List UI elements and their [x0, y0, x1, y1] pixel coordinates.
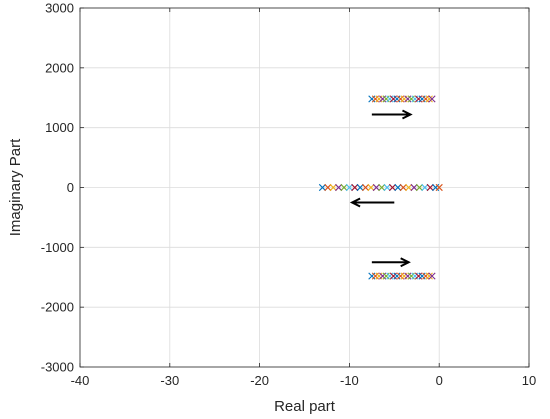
pole-marker [410, 183, 418, 192]
y-tick-label: -3000 [41, 360, 74, 375]
pole-marker [425, 272, 433, 280]
direction-arrow [371, 109, 413, 120]
pole-marker [388, 183, 397, 192]
y-tick-label: 0 [67, 180, 74, 195]
direction-arrow [371, 257, 411, 268]
y-tick-label: 2000 [45, 60, 74, 75]
pole-markers [318, 95, 443, 280]
pole-marker [378, 183, 386, 192]
y-axis-label: Imaginary Part [7, 138, 24, 236]
pole-marker [435, 183, 443, 192]
pole-marker [345, 183, 353, 192]
pole-marker [318, 183, 327, 192]
trend-arrows [349, 109, 413, 268]
pole-marker [340, 183, 348, 192]
pole-marker [351, 183, 359, 192]
y-tick-label: 1000 [45, 120, 74, 135]
x-tick-label: -40 [71, 373, 90, 388]
pole-marker [394, 183, 402, 192]
direction-arrow [349, 197, 395, 208]
y-tick-label: -2000 [41, 300, 74, 315]
pole-marker [421, 183, 429, 192]
x-axis-label: Real part [274, 398, 336, 415]
x-tick-label: 0 [436, 373, 443, 388]
pole-marker [367, 183, 375, 192]
x-tick-label: -20 [250, 373, 269, 388]
pole-marker [428, 272, 436, 280]
pole-marker [425, 95, 433, 103]
pole-marker [405, 183, 413, 192]
pole-marker [372, 183, 380, 192]
pole-marker [335, 183, 343, 192]
pole-marker [399, 183, 407, 192]
pole-marker [428, 95, 436, 103]
y-tick-label: -1000 [41, 240, 74, 255]
pole-marker [415, 183, 424, 192]
pole-marker [426, 183, 434, 192]
pole-marker [383, 183, 391, 192]
pole-marker [356, 183, 364, 192]
x-tick-label: -30 [160, 373, 179, 388]
y-tick-label: 3000 [45, 1, 74, 16]
pole-marker [324, 183, 332, 192]
pole-marker [329, 183, 337, 192]
x-tick-label: 10 [522, 373, 536, 388]
axis-ticks: -40 -30 -20 -10 0 10 -3000 -2000 -1000 0 1000 2000 3… [41, 1, 536, 389]
x-tick-label: -10 [340, 373, 359, 388]
pole-marker [361, 183, 370, 192]
